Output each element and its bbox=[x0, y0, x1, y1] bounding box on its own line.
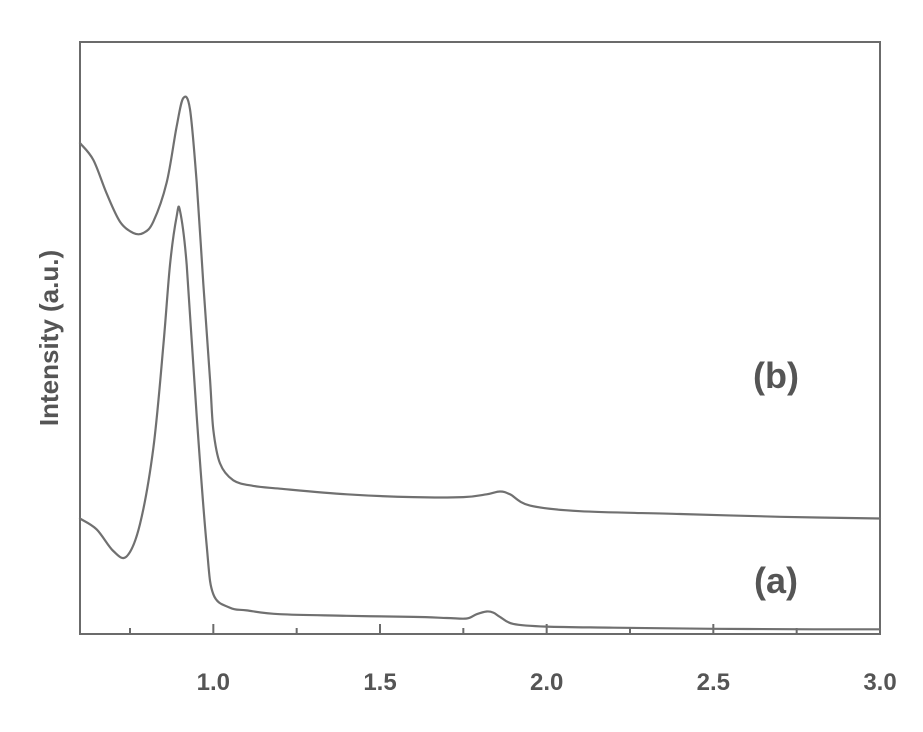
y-axis-label: Intensity (a.u.) bbox=[34, 250, 64, 426]
x-tick-label: 2.0 bbox=[530, 669, 563, 696]
series-label-b: (b) bbox=[753, 355, 799, 396]
x-tick-label: 1.5 bbox=[363, 669, 396, 696]
series-curves bbox=[78, 95, 882, 631]
plot-frame bbox=[79, 41, 881, 635]
x-tick-label: 1.0 bbox=[197, 669, 230, 696]
x-tick-label: 3.0 bbox=[863, 669, 896, 696]
x-axis-tick-labels: 1.0 1.5 2.0 2.5 3.0 bbox=[197, 669, 897, 696]
series-label-a: (a) bbox=[754, 560, 798, 601]
series-line-b bbox=[78, 95, 882, 520]
series-line-a bbox=[78, 205, 882, 631]
x-tick-label: 2.5 bbox=[697, 669, 730, 696]
